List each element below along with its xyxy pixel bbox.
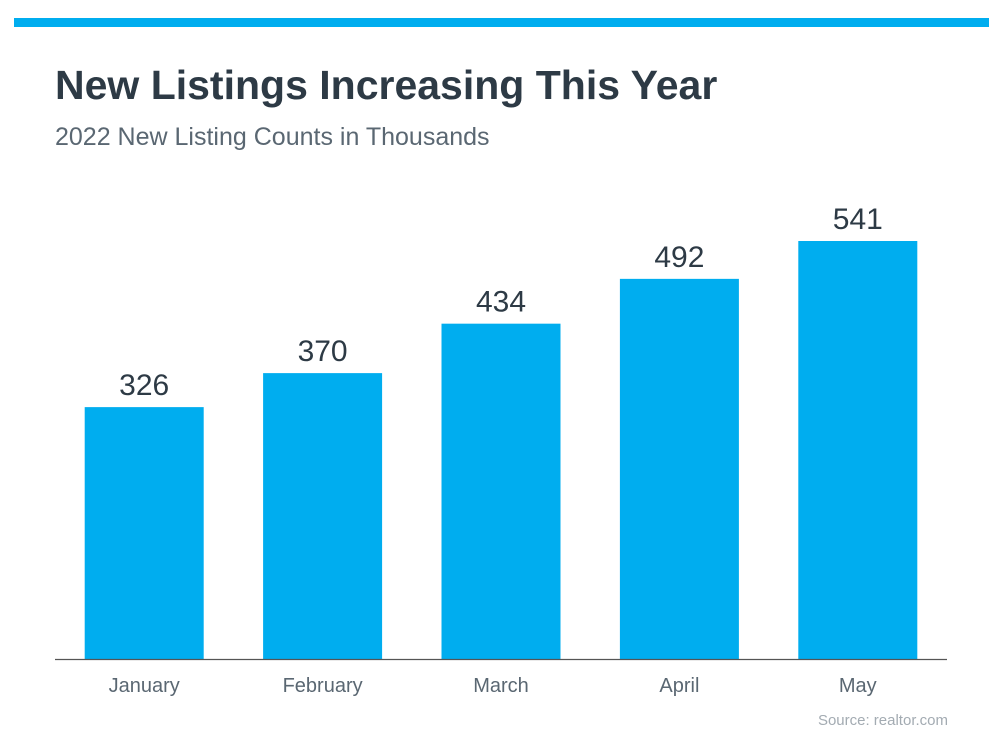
value-label-march: 434 xyxy=(476,286,526,319)
chart-title: New Listings Increasing This Year xyxy=(55,62,718,108)
bar-march xyxy=(441,323,561,659)
category-label-may: May xyxy=(839,675,877,697)
value-label-may: 541 xyxy=(833,203,883,236)
bar-january xyxy=(84,407,204,659)
value-label-february: 370 xyxy=(298,335,348,368)
category-label-april: April xyxy=(659,675,699,697)
category-label-january: January xyxy=(109,675,180,697)
value-labels-group: 326 370 434 492 541 xyxy=(119,203,883,402)
bar-april xyxy=(619,278,739,659)
value-label-january: 326 xyxy=(119,369,169,402)
top-accent-bar xyxy=(14,18,989,27)
bar-february xyxy=(263,373,383,659)
category-label-march: March xyxy=(473,675,529,697)
bars-group xyxy=(84,241,918,659)
chart-subtitle: 2022 New Listing Counts in Thousands xyxy=(55,123,490,151)
bar-may xyxy=(798,241,918,659)
category-label-february: February xyxy=(283,675,363,697)
value-label-april: 492 xyxy=(654,241,704,274)
source-note: Source: realtor.com xyxy=(817,712,948,729)
category-labels-group: January February March April May xyxy=(109,675,877,697)
